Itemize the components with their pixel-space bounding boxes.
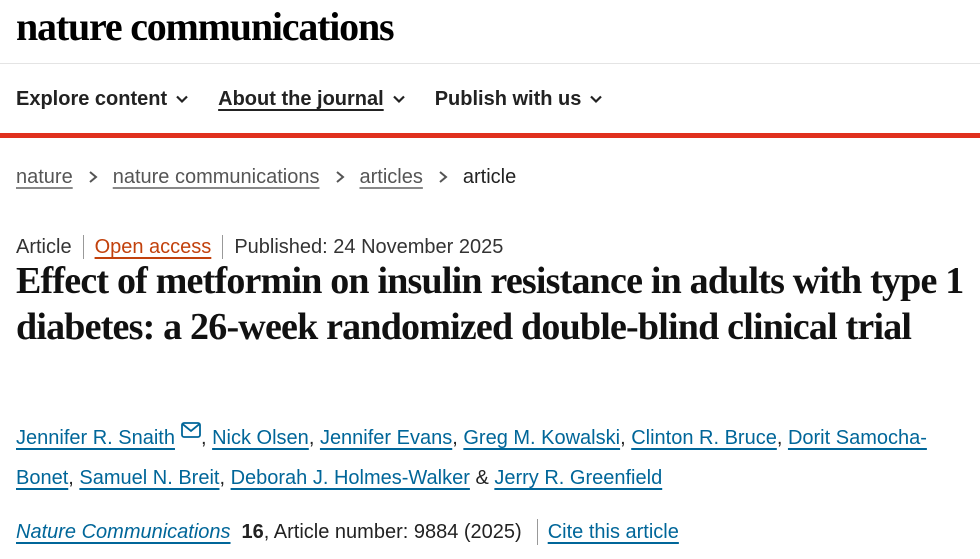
article-number: , Article number: 9884 (2025) [263, 521, 522, 543]
nav-publish-with-us[interactable]: Publish with us [435, 84, 605, 114]
accent-bar [0, 133, 980, 138]
author-link[interactable]: Dorit Samocha-Bonet [16, 427, 927, 489]
breadcrumb-nature[interactable]: nature [16, 166, 73, 188]
author-link[interactable]: Nick Olsen [212, 427, 309, 449]
published-date: Published: 24 November 2025 [234, 236, 504, 258]
chevron-right-icon [439, 171, 448, 183]
citation-line: Nature Communications 16 , Article numbe… [16, 517, 679, 547]
meta-divider [82, 235, 84, 259]
nav-publish-with-us-label: Publish with us [434, 88, 582, 110]
author-separator: , [452, 427, 464, 449]
author-link[interactable]: Samuel N. Breit [79, 467, 220, 489]
mail-icon[interactable] [181, 422, 201, 438]
citation-divider [536, 519, 538, 545]
nav-explore-content-label: Explore content [16, 88, 168, 110]
meta-divider [222, 235, 224, 259]
open-access-link[interactable]: Open access [94, 236, 212, 258]
author-separator: , [776, 427, 788, 449]
author-separator: , [68, 467, 80, 489]
breadcrumb-articles[interactable]: articles [359, 166, 423, 188]
author-separator: , [219, 467, 231, 489]
author-link[interactable]: Deborah J. Holmes-Walker [230, 467, 470, 489]
breadcrumb-nature-communications[interactable]: nature communications [112, 166, 320, 188]
article-type: Article [16, 236, 72, 258]
author-separator: , [308, 427, 320, 449]
site-logo[interactable]: nature communications [16, 4, 395, 49]
author-link[interactable]: Clinton R. Bruce [631, 427, 777, 449]
nav-about-journal[interactable]: About the journal [218, 84, 407, 114]
author-link[interactable]: Greg M. Kowalski [463, 427, 621, 449]
chevron-down-icon [392, 95, 405, 104]
author-link[interactable]: Jennifer Evans [319, 427, 453, 449]
chevron-right-icon [335, 171, 345, 183]
chevron-down-icon [590, 95, 603, 104]
volume-number: 16 [241, 521, 264, 543]
main-nav: Explore content About the journal Publis… [16, 84, 632, 114]
author-list: Jennifer R. Snaith, Nick Olsen, Jennifer… [16, 418, 971, 498]
nav-about-journal-label: About the journal [218, 88, 384, 110]
chevron-down-icon [176, 95, 188, 104]
chevron-right-icon [89, 171, 98, 183]
nav-explore-content[interactable]: Explore content [16, 84, 190, 114]
header-divider [0, 63, 980, 64]
journal-name-link[interactable]: Nature Communications [16, 521, 231, 543]
author-separator: , [620, 427, 632, 449]
author-separator: , [200, 427, 213, 449]
author-link[interactable]: Jennifer R. Snaith [16, 427, 175, 449]
article-title: Effect of metformin on insulin resistanc… [16, 260, 964, 348]
breadcrumb-current: article [462, 166, 517, 188]
breadcrumb: nature nature communications articles ar… [16, 162, 516, 192]
author-link[interactable]: Jerry R. Greenfield [494, 467, 663, 489]
cite-this-article-link[interactable]: Cite this article [547, 521, 679, 543]
author-separator: & [469, 467, 495, 489]
article-meta: Article Open access Published: 24 Novemb… [16, 232, 503, 262]
